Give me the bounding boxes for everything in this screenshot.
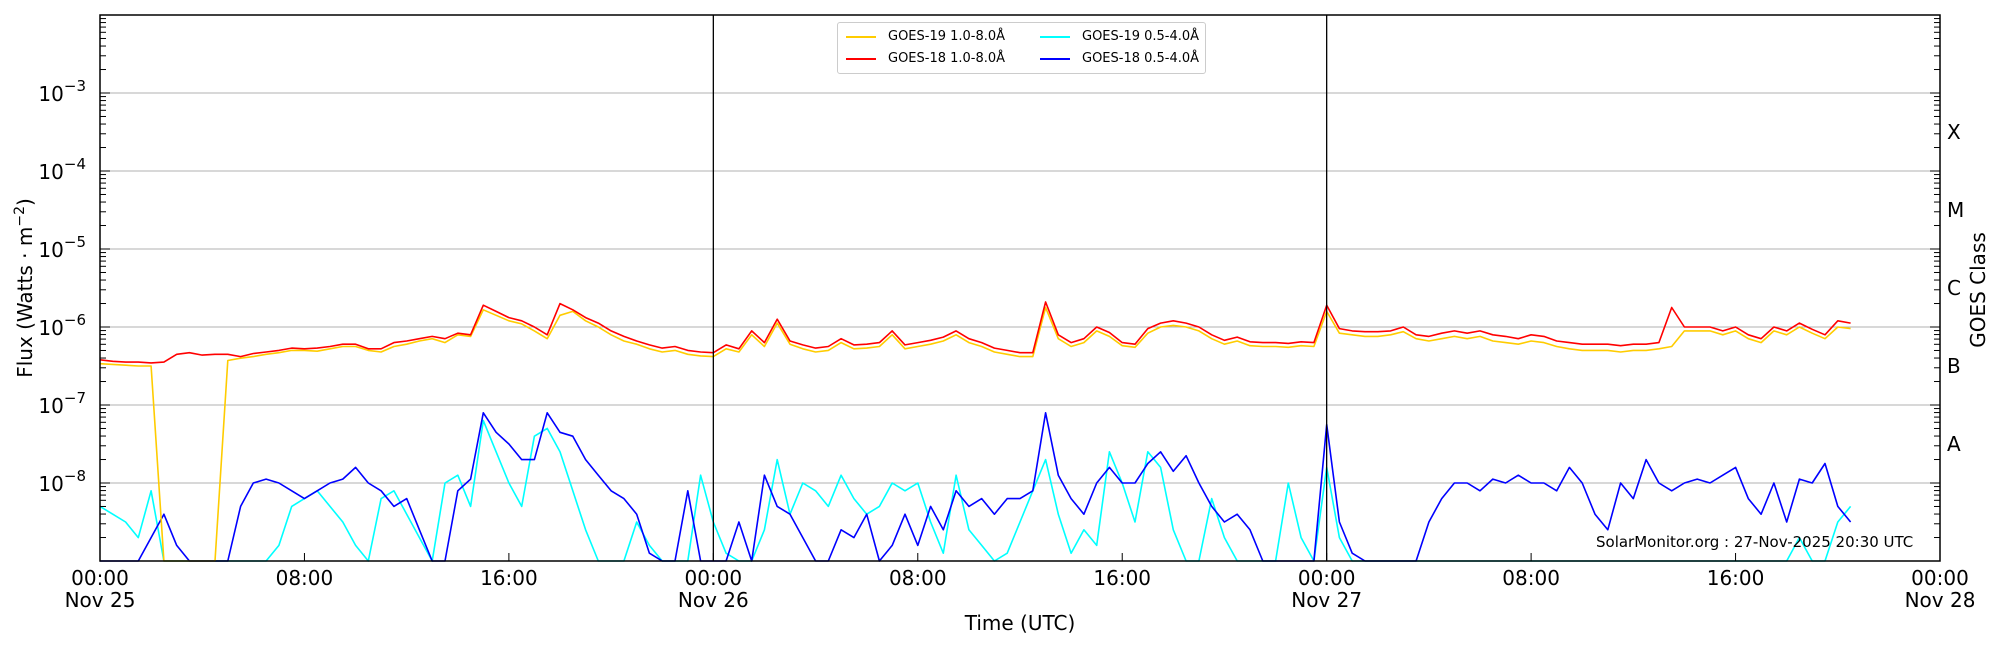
day-boundary-lines bbox=[712, 15, 1328, 561]
goes-class-label: X bbox=[1947, 120, 1961, 144]
x-tick-label: 16:00 bbox=[1093, 566, 1151, 590]
x-axis-title: Time (UTC) bbox=[964, 611, 1076, 635]
x-tick-date-label: Nov 26 bbox=[678, 588, 749, 612]
goes-class-labels: X M C B A bbox=[1947, 120, 1964, 456]
legend: GOES-19 1.0-8.0Å GOES-19 0.5-4.0Å GOES-1… bbox=[837, 22, 1206, 74]
legend-label: GOES-18 0.5-4.0Å bbox=[1082, 51, 1200, 66]
gridlines bbox=[100, 92, 1940, 484]
x-tick-label: 00:00 bbox=[1911, 566, 1969, 590]
x-tick-date-label: Nov 27 bbox=[1291, 588, 1362, 612]
right-axis-title: GOES Class bbox=[1966, 232, 1990, 348]
legend-swatch bbox=[1040, 35, 1070, 38]
x-tick-label: 16:00 bbox=[1707, 566, 1765, 590]
axis-ticks bbox=[99, 18, 1941, 562]
y-axis-title-end: ) bbox=[13, 198, 37, 206]
y-tick-label: 10−4 bbox=[38, 155, 86, 184]
goes-class-label: B bbox=[1947, 354, 1961, 378]
goes-class-label: M bbox=[1947, 198, 1964, 222]
x-tick-date-label: Nov 25 bbox=[65, 588, 136, 612]
y-tick-label: 10−6 bbox=[38, 311, 86, 340]
watermark-annotation: SolarMonitor.org : 27-Nov-2025 20:30 UTC bbox=[1596, 533, 1914, 551]
series-line bbox=[99, 306, 1851, 562]
y-tick-label: 10−8 bbox=[38, 467, 86, 496]
x-tick-label: 00:00 bbox=[685, 566, 743, 590]
series-line bbox=[99, 419, 1852, 562]
x-tick-label: 08:00 bbox=[889, 566, 947, 590]
legend-item-goes19-short: GOES-19 0.5-4.0Å bbox=[1040, 29, 1199, 44]
x-tick-label: 08:00 bbox=[1502, 566, 1560, 590]
legend-swatch bbox=[846, 35, 876, 38]
legend-swatch bbox=[846, 57, 876, 60]
y-axis-tick-labels: 10−3 10−4 10−5 10−6 10−7 10−8 bbox=[38, 77, 86, 496]
y-tick-label: 10−5 bbox=[38, 233, 86, 262]
data-series bbox=[99, 301, 1852, 562]
x-tick-label: 00:00 bbox=[71, 566, 129, 590]
series-line bbox=[100, 411, 1852, 562]
legend-item-goes18-long: GOES-18 1.0-8.0Å bbox=[846, 51, 1005, 66]
y-axis-title-text: Flux (Watts · m bbox=[13, 227, 37, 378]
goes-class-label: C bbox=[1947, 276, 1961, 300]
x-tick-label: 08:00 bbox=[276, 566, 334, 590]
x-tick-label: 00:00 bbox=[1298, 566, 1356, 590]
series-line bbox=[99, 301, 1851, 364]
y-axis-title: Flux (Watts · m−2) bbox=[12, 198, 37, 378]
legend-label: GOES-18 1.0-8.0Å bbox=[888, 51, 1006, 66]
y-axis-title-sup: −2 bbox=[12, 206, 28, 227]
y-tick-label: 10−3 bbox=[38, 77, 86, 106]
legend-label: GOES-19 1.0-8.0Å bbox=[888, 29, 1006, 44]
x-tick-date-label: Nov 28 bbox=[1905, 588, 1976, 612]
plot-frame bbox=[99, 14, 1941, 562]
legend-item-goes18-short: GOES-18 0.5-4.0Å bbox=[1040, 51, 1199, 66]
y-tick-label: 10−7 bbox=[38, 389, 86, 418]
legend-item-goes19-long: GOES-19 1.0-8.0Å bbox=[846, 29, 1005, 44]
legend-swatch bbox=[1040, 57, 1070, 60]
goes-class-label: A bbox=[1947, 432, 1961, 456]
x-tick-label: 16:00 bbox=[480, 566, 538, 590]
legend-label: GOES-19 0.5-4.0Å bbox=[1082, 29, 1200, 44]
